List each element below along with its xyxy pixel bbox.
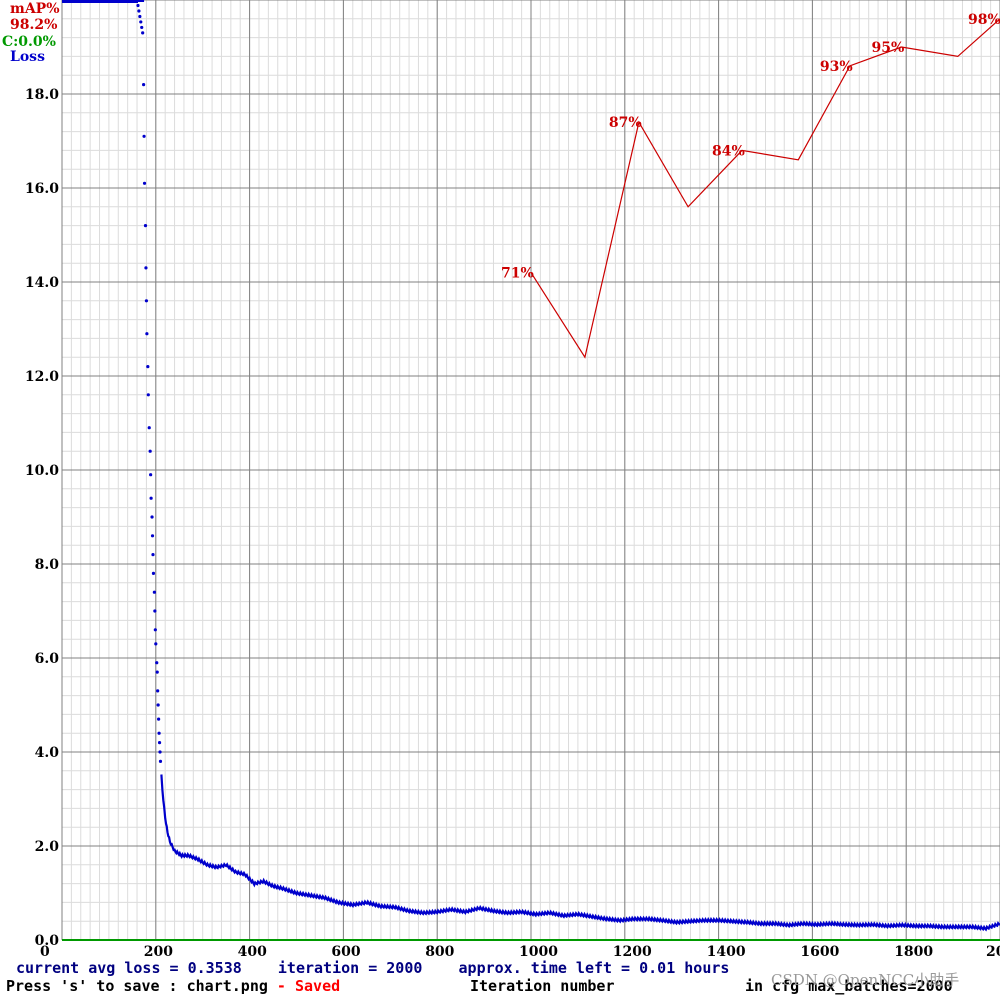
map-line (530, 18, 1000, 359)
map-point-label: 87% (609, 115, 642, 131)
y-tick-label: 18.0 (25, 87, 59, 103)
loss-point (149, 496, 153, 500)
x-tick-label: 1400 (707, 944, 746, 960)
loss-point (141, 31, 145, 35)
y-tick-label: 0.0 (35, 933, 60, 949)
loss-point (145, 332, 149, 336)
x-tick-label: 800 (425, 944, 454, 960)
x-tick-label: 600 (331, 944, 360, 960)
loss-point (156, 703, 160, 707)
x-tick-label: 1600 (800, 944, 839, 960)
loss-point (140, 25, 144, 30)
x-tick-label: 400 (238, 944, 267, 960)
loss-point (142, 134, 146, 138)
y-tick-label: 8.0 (35, 557, 60, 573)
y-tick-label: 6.0 (35, 651, 60, 667)
loss-point (154, 642, 158, 646)
loss-point (149, 473, 153, 477)
loss-point (150, 534, 155, 538)
legend: mAP% 98.2% C:0.0% Loss (2, 0, 138, 65)
loss-point (150, 515, 154, 519)
loss-point (151, 571, 156, 576)
loss-point (148, 449, 152, 453)
loss-point (143, 224, 148, 228)
y-tick-label: 12.0 (25, 369, 59, 385)
loss-point (152, 590, 156, 594)
loss-point (142, 181, 147, 185)
y-tick-label: 10.0 (25, 463, 59, 479)
loss-point (147, 426, 151, 430)
legend-c-value: C:0.0% (2, 34, 56, 50)
legend-loss-line (62, 0, 138, 3)
loss-point (146, 393, 150, 397)
map-point-label: 93% (820, 59, 853, 75)
loss-point (144, 266, 148, 270)
loss-point (158, 759, 163, 764)
legend-map-value: 98.2% (10, 17, 57, 33)
y-tick-label: 2.0 (35, 839, 60, 855)
watermark: CSDN @OpenNCC小助手 (771, 971, 959, 989)
loss-point (137, 9, 141, 13)
y-tick-label: 16.0 (25, 181, 59, 197)
axes: 0.0 2.0 4.0 6.0 8.0 10.0 12.0 14.0 16.0 18.0 0 200 4… (25, 0, 1000, 960)
loss-point (136, 3, 140, 8)
footer-save-line: Press 's' to save : chart.png - Saved (6, 977, 340, 995)
loss-point (153, 609, 157, 613)
loss-point (138, 14, 142, 19)
map-point-label: 98% (968, 12, 1000, 28)
loss-point (146, 365, 150, 369)
loss-point (139, 20, 143, 24)
loss-point (158, 750, 162, 754)
x-tick-label: 1200 (613, 944, 652, 960)
footer: current avg loss = 0.3538 iteration = 20… (6, 959, 959, 995)
map-point-label: 71% (501, 266, 534, 282)
loss-point (142, 83, 146, 87)
legend-map-title: mAP% (10, 1, 60, 17)
map-series: 71% 87% 84% 93% 95% 98% (501, 12, 1000, 359)
footer-status-line: current avg loss = 0.3538 iteration = 20… (16, 959, 729, 977)
x-tick-label: 0 (40, 944, 50, 960)
map-point-label: 95% (872, 40, 905, 56)
loss-point (157, 741, 162, 745)
y-tick-label: 14.0 (25, 275, 59, 291)
legend-loss-label: Loss (10, 49, 45, 65)
x-tick-label: 1000 (519, 944, 558, 960)
x-tick-label: 1800 (894, 944, 933, 960)
x-tick-label: 200 (144, 944, 173, 960)
loss-point (155, 661, 159, 665)
footer-max-batches: in cfg max_batches=2000 (745, 977, 953, 995)
loss-point (151, 553, 155, 557)
loss-point (157, 731, 161, 735)
y-tick-label: 4.0 (35, 745, 60, 761)
loss-point (155, 670, 159, 674)
loss-point (153, 628, 157, 632)
loss-point (144, 299, 149, 303)
loss-point (156, 689, 160, 693)
x-tick-label: 2000 (986, 944, 1000, 960)
loss-point (157, 717, 161, 721)
grid (61, 0, 1000, 941)
loss-series (135, 0, 1000, 932)
footer-save-prefix: Press 's' to save : chart.png (6, 977, 268, 995)
map-point-label: 84% (712, 143, 745, 159)
x-axis-label: Iteration number (470, 977, 615, 995)
loss-line (160, 774, 1000, 932)
footer-save-status: - Saved (268, 977, 340, 995)
